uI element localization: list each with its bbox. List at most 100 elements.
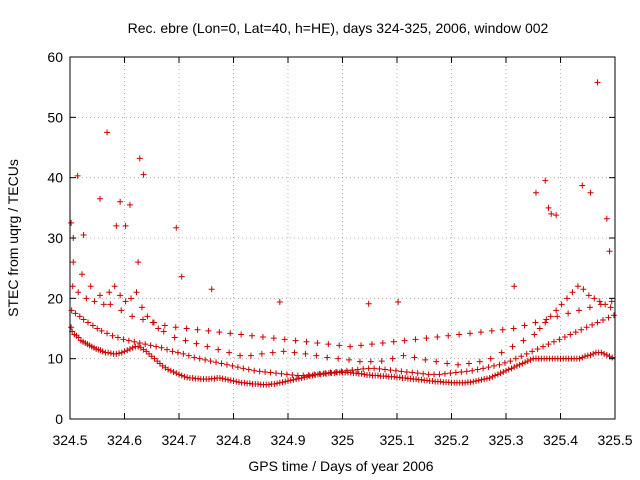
data-point	[174, 349, 181, 356]
data-point	[437, 378, 444, 385]
data-point	[556, 336, 563, 343]
data-point	[144, 313, 151, 320]
data-point	[574, 283, 581, 290]
data-point	[371, 365, 378, 372]
data-point	[462, 379, 469, 386]
data-point	[125, 337, 132, 344]
data-point	[436, 371, 443, 378]
data-point	[516, 361, 523, 368]
data-point	[603, 352, 610, 359]
data-point	[565, 310, 572, 317]
data-point	[194, 326, 201, 333]
data-point	[271, 381, 278, 388]
data-point	[226, 349, 233, 356]
data-point	[69, 283, 76, 290]
data-point	[354, 366, 361, 373]
data-point	[238, 331, 245, 338]
x-tick-label: 325.5	[597, 432, 632, 448]
data-point	[76, 313, 83, 320]
data-point	[216, 329, 223, 336]
data-point	[279, 379, 286, 386]
data-point	[153, 343, 160, 350]
data-point	[522, 359, 529, 366]
data-point	[368, 341, 375, 348]
data-point	[483, 375, 490, 382]
data-point	[292, 337, 299, 344]
data-point	[586, 304, 593, 311]
data-point	[425, 371, 432, 378]
data-point	[480, 365, 487, 372]
data-point	[400, 352, 407, 359]
data-point	[325, 341, 332, 348]
data-point	[195, 375, 202, 382]
data-point	[259, 333, 266, 340]
data-point	[610, 312, 617, 319]
data-point	[258, 350, 265, 357]
data-point	[585, 292, 592, 299]
data-point	[591, 295, 598, 302]
data-point	[358, 370, 365, 377]
data-point	[409, 369, 416, 376]
data-point	[316, 370, 323, 377]
data-point	[202, 356, 209, 363]
data-point	[414, 370, 421, 377]
data-point	[140, 316, 147, 323]
data-point	[467, 379, 474, 386]
data-point	[489, 373, 496, 380]
data-point	[121, 348, 128, 355]
data-point	[492, 372, 499, 379]
data-point	[227, 330, 234, 337]
data-point	[276, 379, 283, 386]
data-point	[311, 371, 318, 378]
data-point	[68, 219, 75, 226]
data-point	[431, 371, 438, 378]
data-point	[433, 358, 440, 365]
data-point	[545, 204, 552, 211]
data-point	[126, 201, 133, 208]
data-point	[196, 355, 203, 362]
data-point	[572, 329, 579, 336]
data-point	[499, 326, 506, 333]
data-point	[74, 172, 81, 179]
data-point	[135, 259, 142, 266]
data-point	[273, 370, 280, 377]
data-point	[126, 346, 133, 353]
data-point	[569, 289, 576, 296]
data-point	[303, 338, 310, 345]
x-tick-label: 325	[331, 432, 355, 448]
data-point	[343, 367, 350, 374]
data-point	[241, 379, 248, 386]
data-point	[285, 377, 291, 384]
data-point	[481, 376, 488, 383]
data-point	[390, 338, 397, 345]
data-point	[418, 376, 425, 383]
data-point	[553, 212, 560, 219]
data-point	[470, 378, 477, 385]
data-point	[395, 298, 402, 305]
data-point	[601, 350, 608, 357]
data-point	[295, 375, 302, 382]
data-point	[183, 325, 190, 332]
data-point	[213, 359, 220, 366]
y-axis-label: STEC from uqrg / TECUs	[5, 159, 21, 317]
data-point	[554, 313, 561, 320]
data-point	[475, 377, 482, 384]
data-point	[346, 356, 353, 363]
y-tick-label: 50	[47, 109, 63, 125]
data-point	[75, 334, 82, 341]
data-point	[113, 350, 120, 357]
data-point	[173, 224, 180, 231]
data-point	[235, 379, 242, 386]
data-point	[476, 358, 483, 365]
x-tick-label: 325.4	[543, 432, 578, 448]
y-tick-label: 20	[47, 290, 63, 306]
data-point	[580, 286, 587, 293]
data-point	[133, 289, 140, 296]
data-point	[494, 371, 501, 378]
data-point	[543, 316, 550, 323]
data-point	[116, 350, 123, 357]
data-point	[270, 335, 277, 342]
x-tick-label: 324.6	[107, 432, 142, 448]
data-point	[182, 337, 189, 344]
data-point	[531, 331, 538, 338]
